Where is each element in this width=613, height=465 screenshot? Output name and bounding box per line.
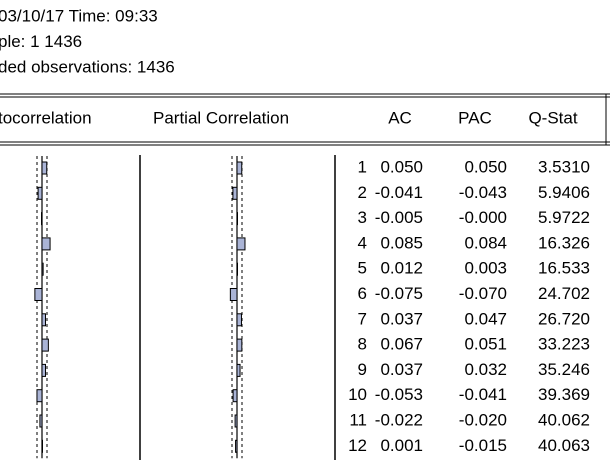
correlation-bar — [236, 161, 243, 175]
cell: -0.022 — [375, 410, 423, 429]
column-header: tocorrelation — [0, 108, 92, 127]
cell: 35.246 — [538, 360, 590, 379]
cell: -0.000 — [459, 208, 507, 227]
correlation-bar — [236, 237, 246, 251]
cell: 0.067 — [380, 335, 423, 354]
cell: 33.223 — [538, 335, 590, 354]
cell: 1 — [358, 157, 367, 176]
correlation-bar — [229, 288, 238, 301]
cell: 8 — [358, 335, 367, 354]
correlation-bar — [232, 389, 238, 403]
cell: 16.533 — [538, 259, 590, 278]
cell: -0.070 — [459, 284, 507, 303]
cell: 9 — [358, 360, 367, 379]
cell: 3 — [358, 208, 367, 227]
correlation-bar — [236, 262, 238, 276]
cell: 7 — [358, 309, 367, 328]
correlation-bar — [41, 237, 51, 251]
cell: 16.326 — [538, 233, 590, 252]
cell: 0.051 — [464, 335, 507, 354]
column-header: Partial Correlation — [153, 108, 289, 127]
cell: 12 — [348, 436, 367, 455]
cell: 5.9722 — [538, 208, 590, 227]
cell: 0.037 — [380, 360, 423, 379]
cell: -0.015 — [459, 436, 507, 455]
correlation-bar — [236, 313, 242, 327]
cell: 5 — [358, 259, 367, 278]
header-line: ded observations: 1436 — [0, 57, 175, 76]
column-header: PAC — [458, 108, 492, 127]
correlation-bar — [232, 186, 238, 200]
correlation-bar — [236, 363, 241, 377]
column-header: Q-Stat — [528, 108, 577, 127]
cell: 0.050 — [380, 157, 423, 176]
cell: -0.053 — [375, 385, 423, 404]
correlation-bar — [41, 212, 43, 226]
cell: 0.037 — [380, 309, 423, 328]
cell: 40.063 — [538, 436, 590, 455]
correlation-bar — [236, 338, 243, 352]
correlation-bar — [234, 414, 238, 428]
cell: 24.702 — [538, 284, 590, 303]
cell: 40.062 — [538, 410, 590, 429]
cell: 4 — [358, 233, 367, 252]
correlation-bar — [41, 338, 49, 352]
cell: 0.085 — [380, 233, 423, 252]
cell: -0.020 — [459, 410, 507, 429]
cell: 3.5310 — [538, 157, 590, 176]
cell: 11 — [349, 410, 367, 429]
header-line: ple: 1 1436 — [0, 32, 82, 51]
cell: 0.047 — [464, 309, 507, 328]
correlation-bar — [236, 212, 238, 226]
cell: -0.075 — [375, 284, 423, 303]
cell: -0.041 — [375, 183, 423, 202]
cell: -0.005 — [375, 208, 423, 227]
cell: 0.012 — [380, 259, 423, 278]
cell: 39.369 — [538, 385, 590, 404]
correlation-bar — [39, 414, 43, 428]
cell: 10 — [348, 385, 367, 404]
correlation-bar — [235, 439, 238, 453]
correlation-bar — [41, 161, 48, 175]
cell: 0.050 — [464, 157, 507, 176]
cell: -0.041 — [459, 385, 507, 404]
cell: 0.001 — [380, 436, 423, 455]
cell: 26.720 — [538, 309, 590, 328]
cell: -0.043 — [459, 183, 507, 202]
cell: 0.032 — [464, 360, 507, 379]
cell: 0.084 — [464, 233, 507, 252]
correlation-bar — [41, 313, 47, 327]
header-line: 03/10/17 Time: 09:33 — [0, 6, 158, 25]
cell: 6 — [358, 284, 367, 303]
column-header: AC — [388, 108, 412, 127]
correlation-bar — [41, 439, 43, 453]
correlation-bar — [36, 389, 43, 403]
correlation-bar — [34, 288, 43, 301]
cell: 2 — [358, 183, 367, 202]
correlation-bar — [41, 262, 44, 276]
cell: 5.9406 — [538, 183, 590, 202]
correlation-bar — [37, 186, 43, 200]
cell: 0.003 — [464, 259, 507, 278]
correlation-bar — [41, 363, 47, 377]
